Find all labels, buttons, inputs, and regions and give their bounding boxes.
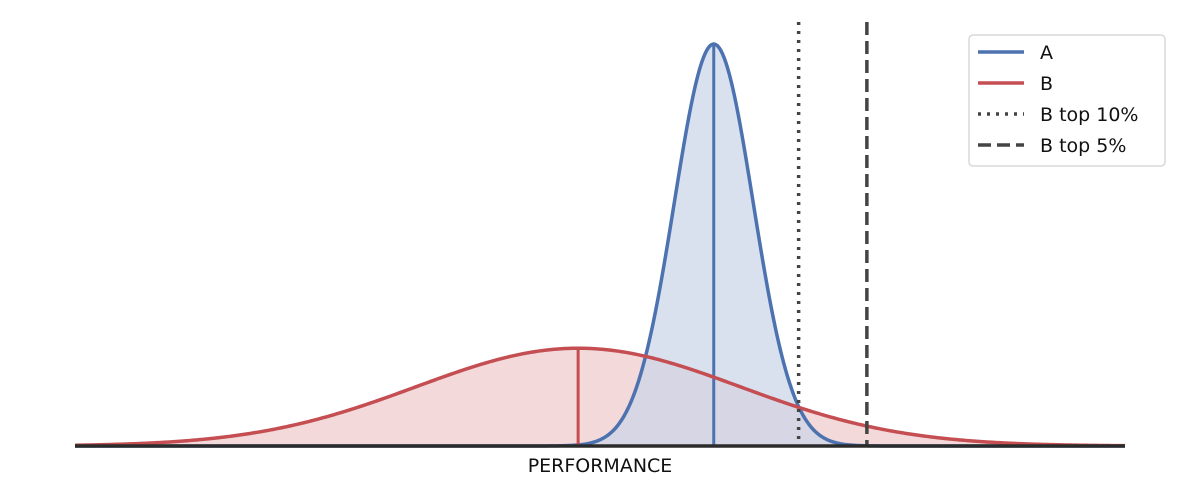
legend-items: AB B top 10% B top 5% bbox=[978, 42, 1138, 157]
legend-box bbox=[968, 34, 1166, 167]
legend-label-4: B top 5% bbox=[1040, 135, 1126, 157]
fills-layer bbox=[75, 44, 1125, 446]
legend-label-2: B bbox=[1040, 73, 1053, 95]
series-b-area bbox=[75, 348, 1125, 446]
legend-label-1: A bbox=[1040, 42, 1053, 64]
legend: AB B top 10% B top 5% bbox=[968, 34, 1166, 167]
x-axis-label: PERFORMANCE bbox=[528, 455, 673, 477]
legend-label-3: B top 10% bbox=[1040, 104, 1138, 126]
series-b-curve bbox=[74, 346, 1126, 448]
